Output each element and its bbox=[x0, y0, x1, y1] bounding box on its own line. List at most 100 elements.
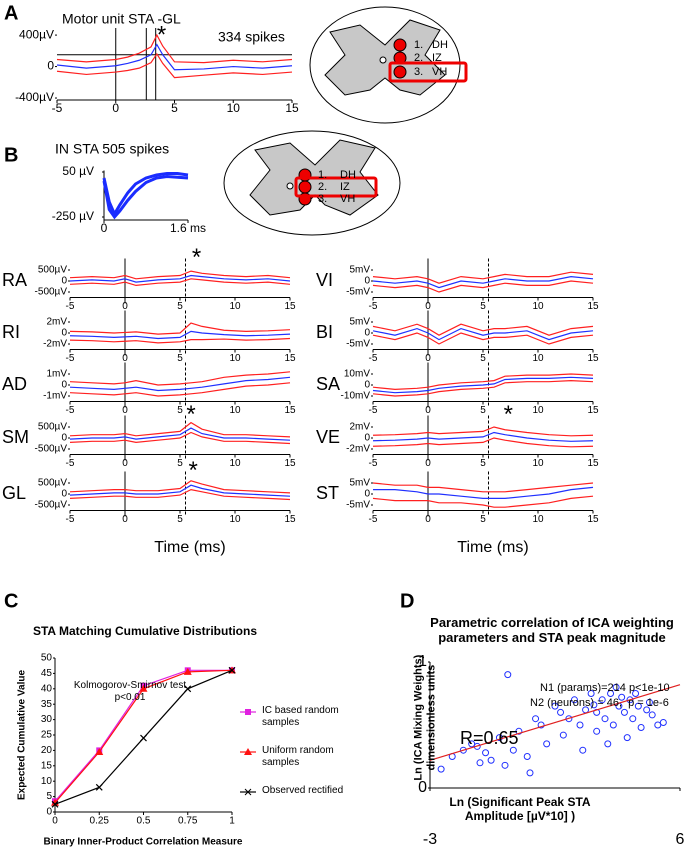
trace bbox=[69, 337, 291, 344]
point bbox=[476, 759, 484, 767]
x-tick-label: 0 bbox=[122, 514, 128, 525]
x-tick-label: 0.25 bbox=[90, 816, 110, 827]
x-tick-label: 15 bbox=[284, 514, 296, 525]
panel-letter: B bbox=[4, 144, 18, 166]
x-tick-label: 5 bbox=[480, 301, 486, 312]
x-tick-label: 5 bbox=[177, 353, 183, 364]
point bbox=[604, 740, 612, 748]
site bbox=[393, 65, 407, 79]
x-tick-label: 0 bbox=[122, 353, 128, 364]
x-tick-label: -5 bbox=[66, 301, 75, 312]
x-tick-label: 0 bbox=[122, 405, 128, 416]
panel-letter: D bbox=[400, 590, 414, 612]
site bbox=[298, 180, 312, 194]
trace bbox=[69, 484, 291, 497]
y-tick-label: 25 bbox=[41, 730, 53, 741]
y-tick-label: -2mV bbox=[346, 444, 370, 455]
y-tick-label: 500µV bbox=[38, 422, 67, 433]
x-tick-label: 0 bbox=[425, 514, 431, 525]
x-tick-label: 0 bbox=[122, 458, 128, 469]
y-tick-label: 10 bbox=[41, 776, 53, 787]
x-tick-label: 15 bbox=[587, 353, 599, 364]
trace bbox=[69, 480, 291, 494]
muscle-label: VE bbox=[316, 427, 340, 447]
trace bbox=[69, 322, 291, 335]
x-axis-title: Time (ms) bbox=[154, 539, 225, 556]
y-tick-label: 0 bbox=[61, 328, 67, 339]
x-tick-label: 10 bbox=[229, 458, 241, 469]
y-tick-label: 0 bbox=[61, 276, 67, 287]
trace bbox=[372, 271, 594, 284]
point bbox=[618, 693, 626, 701]
x-tick-label: -3 bbox=[423, 831, 437, 848]
y-axis-title: Expected Cumulative Value bbox=[17, 670, 28, 800]
point bbox=[509, 746, 517, 754]
trace bbox=[372, 376, 594, 394]
significance-star: * bbox=[157, 21, 166, 48]
spinal-diagram: 1. 2. 3. DH IZ VH bbox=[309, 6, 468, 124]
chart-title: STA Matching Cumulative Distributions bbox=[33, 624, 257, 638]
trace bbox=[373, 486, 594, 499]
point bbox=[482, 749, 490, 757]
x-tick-label: -5 bbox=[369, 514, 378, 525]
spike-count: 334 spikes bbox=[218, 29, 285, 45]
y-tick-label: 40 bbox=[41, 683, 53, 694]
point bbox=[648, 711, 656, 719]
legend-marker bbox=[244, 748, 252, 755]
significance-star: * bbox=[189, 457, 198, 484]
x-tick-label: 0 bbox=[122, 301, 128, 312]
y-tick-label: 5mV bbox=[349, 478, 370, 489]
significance-star: * bbox=[504, 401, 513, 428]
point bbox=[612, 683, 620, 691]
x-tick-label: -5 bbox=[369, 458, 378, 469]
x-tick-label: 5 bbox=[480, 514, 486, 525]
point bbox=[629, 715, 637, 723]
point bbox=[487, 756, 495, 764]
x-tick-label: 0 bbox=[425, 353, 431, 364]
point bbox=[634, 702, 642, 710]
x-tick-label: -5 bbox=[66, 405, 75, 416]
region-label: IZ bbox=[432, 52, 442, 64]
point bbox=[537, 721, 545, 729]
x-tick-label: 0 bbox=[425, 405, 431, 416]
x-tick-label: -5 bbox=[369, 301, 378, 312]
x-tick-label: 0 bbox=[112, 101, 119, 115]
y-tick-label: 0 bbox=[47, 59, 54, 73]
trace bbox=[69, 427, 291, 441]
y-tick-label: 5 bbox=[46, 791, 52, 802]
muscle-label: SM bbox=[2, 427, 29, 447]
trace bbox=[102, 172, 189, 218]
x-tick-label: 1 bbox=[229, 816, 235, 827]
y-tick-label: 0 bbox=[46, 807, 52, 818]
panel-letter: A bbox=[4, 2, 18, 24]
y-tick-label: 500µV bbox=[38, 265, 67, 276]
muscle-label: GL bbox=[2, 483, 26, 503]
level-number: 1. bbox=[414, 39, 423, 51]
point bbox=[532, 715, 540, 723]
x-tick-label: 6 bbox=[676, 831, 685, 848]
level-number: 2. bbox=[414, 52, 423, 64]
muscle-label: VI bbox=[316, 270, 333, 290]
x-tick-label: 10 bbox=[227, 101, 241, 115]
point bbox=[645, 698, 653, 706]
x-tick-label: -5 bbox=[52, 101, 63, 115]
x-tick-label: 5 bbox=[177, 405, 183, 416]
x-tick-label: 5 bbox=[177, 458, 183, 469]
trace bbox=[56, 33, 293, 64]
trace bbox=[69, 270, 291, 280]
y-tick-label: 5mV bbox=[349, 265, 370, 276]
muscle-label: AD bbox=[2, 374, 27, 394]
y-tick-label: -5mV bbox=[346, 287, 370, 298]
y-tick-label: -5mV bbox=[346, 339, 370, 350]
panel-letter: C bbox=[4, 590, 18, 612]
y-tick-label: 15 bbox=[41, 760, 53, 771]
legend-marker bbox=[244, 788, 252, 796]
trace bbox=[56, 52, 293, 79]
y-tick-label: 0 bbox=[418, 779, 427, 796]
x-tick-label: 10 bbox=[532, 458, 544, 469]
y-tick-label: 0 bbox=[61, 380, 67, 391]
marker bbox=[139, 684, 148, 692]
trace bbox=[372, 431, 594, 442]
x-tick-label: -5 bbox=[66, 353, 75, 364]
